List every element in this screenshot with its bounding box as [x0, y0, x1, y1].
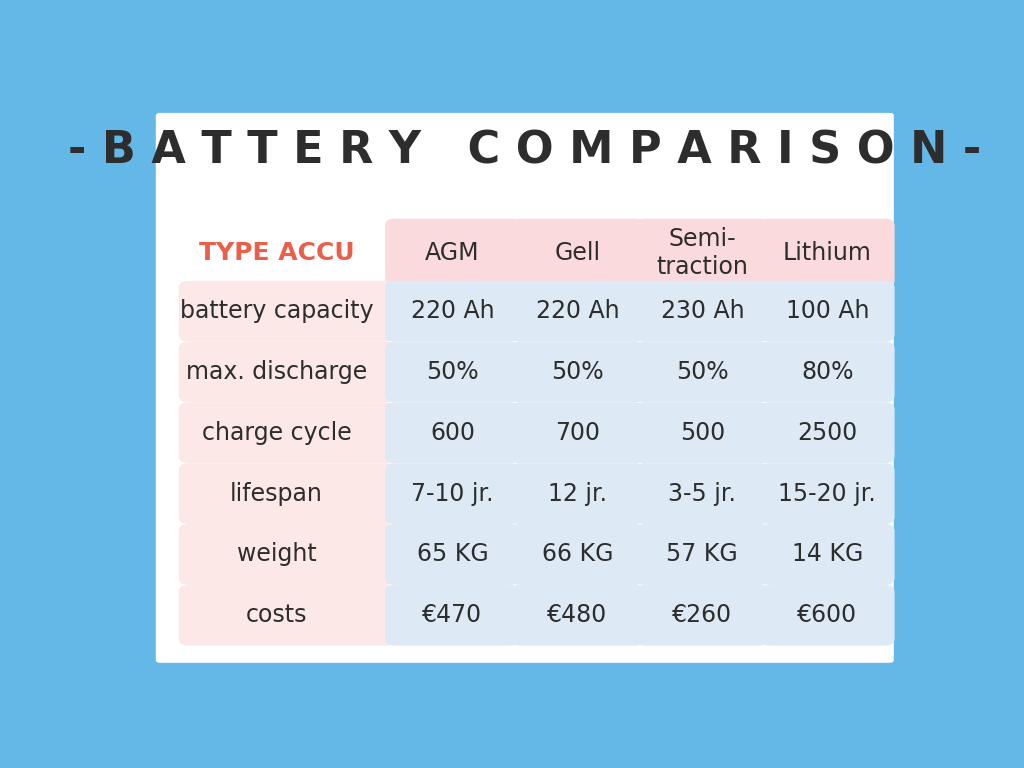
FancyBboxPatch shape	[760, 342, 895, 402]
Text: - B A T T E R Y   C O M P A R I S O N -: - B A T T E R Y C O M P A R I S O N -	[69, 130, 981, 173]
FancyBboxPatch shape	[510, 342, 645, 402]
Text: 230 Ah: 230 Ah	[660, 300, 744, 323]
FancyBboxPatch shape	[635, 524, 770, 585]
Text: 7-10 jr.: 7-10 jr.	[411, 482, 494, 505]
Text: 50%: 50%	[676, 360, 729, 384]
FancyBboxPatch shape	[179, 585, 394, 646]
Text: €600: €600	[798, 604, 857, 627]
FancyBboxPatch shape	[760, 281, 895, 342]
FancyBboxPatch shape	[510, 402, 645, 463]
Text: 65 KG: 65 KG	[417, 542, 488, 567]
FancyBboxPatch shape	[760, 463, 895, 524]
FancyBboxPatch shape	[510, 585, 645, 646]
Text: weight: weight	[237, 542, 316, 567]
FancyBboxPatch shape	[179, 402, 394, 463]
FancyBboxPatch shape	[385, 524, 519, 585]
Text: 50%: 50%	[551, 360, 604, 384]
FancyBboxPatch shape	[179, 281, 394, 342]
Text: 15-20 jr.: 15-20 jr.	[778, 482, 877, 505]
FancyBboxPatch shape	[510, 463, 645, 524]
Text: charge cycle: charge cycle	[202, 421, 351, 445]
FancyBboxPatch shape	[179, 524, 394, 585]
Text: €470: €470	[422, 604, 482, 627]
Text: €480: €480	[547, 604, 607, 627]
FancyBboxPatch shape	[510, 281, 645, 342]
Text: 3-5 jr.: 3-5 jr.	[669, 482, 736, 505]
Text: 12 jr.: 12 jr.	[548, 482, 607, 505]
Text: Lithium: Lithium	[783, 241, 871, 265]
Text: lifespan: lifespan	[230, 482, 323, 505]
FancyBboxPatch shape	[385, 219, 519, 288]
FancyBboxPatch shape	[179, 342, 394, 402]
Text: 14 KG: 14 KG	[792, 542, 863, 567]
FancyBboxPatch shape	[385, 402, 519, 463]
FancyBboxPatch shape	[760, 524, 895, 585]
FancyBboxPatch shape	[635, 281, 770, 342]
Text: 57 KG: 57 KG	[667, 542, 738, 567]
Text: 220 Ah: 220 Ah	[536, 300, 620, 323]
Text: TYPE ACCU: TYPE ACCU	[199, 241, 354, 265]
FancyBboxPatch shape	[385, 463, 519, 524]
FancyBboxPatch shape	[635, 342, 770, 402]
Text: AGM: AGM	[425, 241, 479, 265]
Text: 100 Ah: 100 Ah	[785, 300, 869, 323]
Text: €260: €260	[673, 604, 732, 627]
Text: 66 KG: 66 KG	[542, 542, 613, 567]
Text: 220 Ah: 220 Ah	[411, 300, 495, 323]
FancyBboxPatch shape	[385, 585, 519, 646]
Text: 500: 500	[680, 421, 725, 445]
Text: 80%: 80%	[801, 360, 854, 384]
FancyBboxPatch shape	[156, 113, 894, 663]
FancyBboxPatch shape	[635, 585, 770, 646]
Text: 2500: 2500	[798, 421, 857, 445]
FancyBboxPatch shape	[760, 585, 895, 646]
FancyBboxPatch shape	[510, 524, 645, 585]
FancyBboxPatch shape	[179, 463, 394, 524]
Text: 700: 700	[555, 421, 600, 445]
FancyBboxPatch shape	[385, 342, 519, 402]
Text: 600: 600	[430, 421, 475, 445]
FancyBboxPatch shape	[760, 402, 895, 463]
Text: Semi-
traction: Semi- traction	[656, 227, 749, 280]
Text: battery capacity: battery capacity	[179, 300, 373, 323]
Text: 50%: 50%	[426, 360, 478, 384]
FancyBboxPatch shape	[510, 219, 645, 288]
FancyBboxPatch shape	[635, 463, 770, 524]
FancyBboxPatch shape	[385, 281, 519, 342]
Text: costs: costs	[246, 604, 307, 627]
FancyBboxPatch shape	[760, 219, 895, 288]
Text: Gell: Gell	[554, 241, 600, 265]
Text: max. discharge: max. discharge	[185, 360, 367, 384]
FancyBboxPatch shape	[635, 219, 770, 288]
FancyBboxPatch shape	[635, 402, 770, 463]
